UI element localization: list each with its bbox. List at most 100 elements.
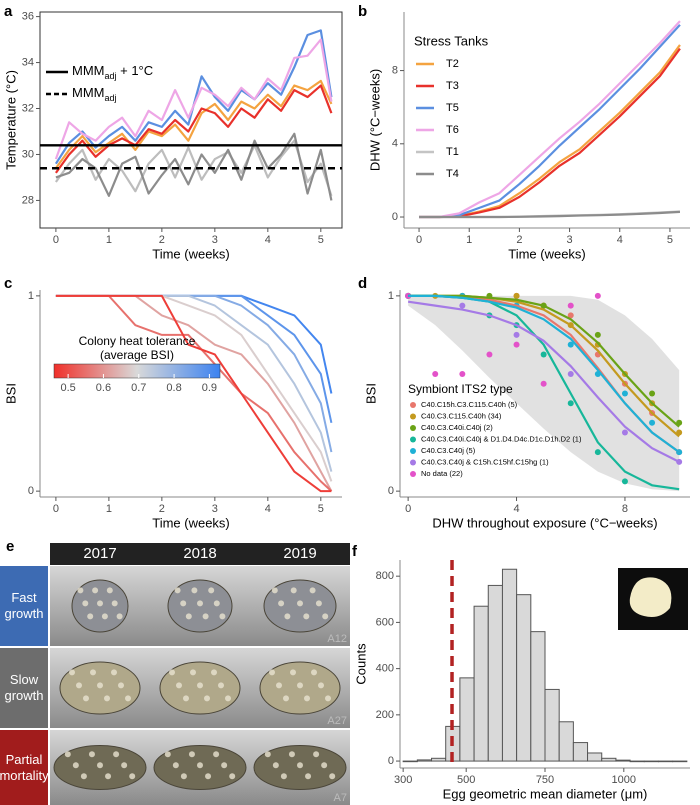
reference-label-part: MMM: [72, 63, 105, 78]
x-tick-label: 4: [513, 503, 519, 515]
confidence-ribbon: [408, 295, 680, 492]
x-tick-label: 4: [265, 503, 271, 515]
x-tick-label: 500: [457, 774, 475, 786]
series-line: [54, 38, 333, 160]
data-point: [567, 341, 574, 348]
reference-label-part: + 1°C: [117, 63, 154, 78]
histogram-bar: [544, 688, 560, 762]
header-bar: [50, 543, 350, 565]
x-axis-title: Time (weeks): [152, 515, 230, 530]
histogram-bar: [416, 759, 433, 762]
panel-label: a: [4, 3, 13, 20]
x-tick-label: 300: [394, 774, 412, 786]
data-point: [621, 478, 628, 485]
legend-key: [410, 459, 416, 466]
data-point: [567, 400, 574, 407]
x-tick-label: 0: [405, 503, 411, 515]
y-axis-title: BSI: [363, 383, 378, 404]
data-point: [594, 331, 601, 338]
column-header: 2017: [83, 545, 117, 562]
series-line: [419, 20, 681, 219]
y-axis-title: Temperature (°C): [3, 70, 18, 170]
legend-key: [410, 436, 416, 443]
panel-label: c: [4, 275, 12, 292]
series-line: [419, 210, 681, 219]
reference-label-part: MMM: [72, 85, 105, 100]
colorbar-tick-label: 0.5: [60, 382, 75, 394]
x-tick-label: 0: [416, 234, 422, 246]
histogram-bar: [530, 631, 546, 762]
legend-key: [410, 402, 416, 408]
fit-line: [407, 300, 680, 463]
y-tick-label: 0: [388, 755, 394, 767]
legend-label: T1: [446, 146, 459, 158]
legend-label: C40.C3.C40i.C40j & D1.D4.D4c.D1c.D1h.D2 …: [421, 434, 582, 443]
data-point: [432, 370, 439, 377]
data-point: [649, 390, 656, 397]
row-label: Partial mortality: [0, 730, 49, 805]
x-tick-label: 4: [617, 234, 623, 246]
photo-panel: e 2017 2018 2019 Fast growth A12 Slow grow…: [0, 538, 350, 805]
series-line: [419, 47, 681, 219]
photo-row: A12: [50, 566, 350, 646]
y-tick-label: 32: [22, 102, 34, 114]
x-tick-label: 1: [466, 234, 472, 246]
x-tick-label: 8: [622, 503, 628, 515]
reference-label: MMMadj + 1°C: [72, 63, 153, 81]
column-header: 2019: [283, 545, 317, 562]
y-tick-label: 28: [22, 194, 34, 206]
legend-key: [410, 448, 416, 454]
legend-label: T4: [446, 168, 459, 180]
histogram-bar: [459, 677, 475, 762]
histogram-bar: [516, 594, 532, 762]
data-point: [594, 449, 601, 456]
legend-label: C40.C3.C115.C40h (34): [421, 411, 502, 420]
row-label: Fast growth: [0, 566, 48, 646]
legend-label: C40.C15h.C3.C115.C40h (5): [421, 400, 518, 409]
x-tick-label: 2: [159, 234, 165, 246]
legend-label: T2: [446, 58, 459, 70]
data-point: [621, 390, 628, 397]
colorbar-tick-label: 0.7: [131, 382, 146, 394]
data-point: [649, 419, 656, 426]
fit-line: [408, 294, 680, 428]
x-tick-label: 750: [536, 774, 554, 786]
data-point: [540, 351, 547, 358]
x-tick-label: 1: [106, 503, 112, 515]
histogram-bar: [615, 759, 631, 762]
y-tick-label: 4: [392, 138, 398, 150]
histogram-bar: [501, 568, 518, 762]
panel-label: b: [358, 3, 367, 20]
plot-frame: [39, 11, 343, 229]
legend-key: [410, 425, 416, 431]
data-point: [513, 331, 520, 338]
y-axis-title: DHW (°C−weeks): [367, 69, 382, 171]
histogram-bar: [629, 760, 645, 763]
fit-line: [408, 294, 680, 453]
x-tick-label: 2: [516, 234, 522, 246]
histogram-bar: [572, 742, 589, 762]
y-tick-label: 0: [28, 485, 34, 497]
y-tick-label: 800: [376, 570, 394, 582]
panel-label: f: [352, 543, 358, 560]
data-point: [540, 380, 547, 387]
histogram-bar: [431, 757, 447, 762]
reference-label-part: adj: [105, 93, 117, 103]
column-header: 2018: [183, 545, 217, 562]
colorbar-title: (average BSI): [100, 348, 174, 362]
y-tick-label: 400: [376, 663, 394, 675]
x-tick-label: 0: [53, 503, 59, 515]
legend-title: Symbiont ITS2 type: [408, 382, 513, 396]
series-line: [55, 294, 333, 424]
series-line: [55, 84, 333, 174]
legend-label: T5: [446, 102, 459, 114]
legend-key: [410, 471, 416, 477]
inset-egg: [629, 577, 672, 617]
y-tick-label: 1: [388, 290, 394, 302]
series-line: [55, 294, 332, 493]
histogram-bar: [402, 760, 418, 763]
x-axis-title: Egg geometric mean diameter (μm): [443, 786, 648, 801]
series-line: [419, 24, 681, 219]
